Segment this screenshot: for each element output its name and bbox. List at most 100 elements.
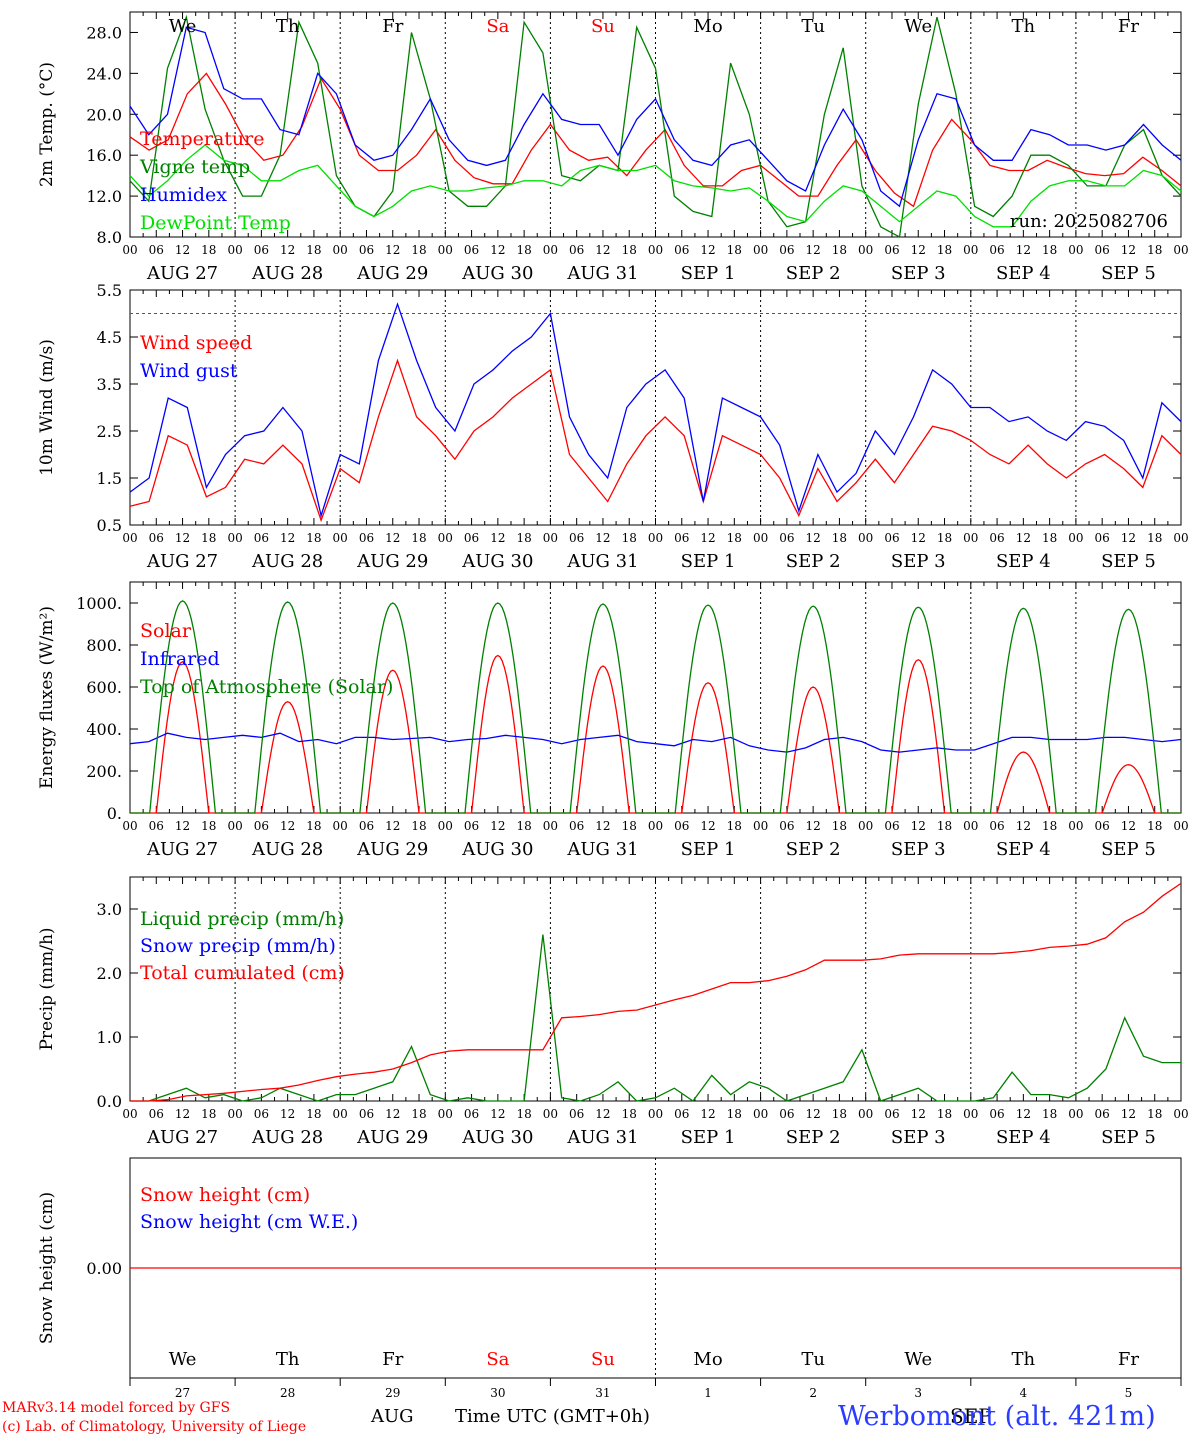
time-axis-title: Time UTC (GMT+0h) xyxy=(455,1406,650,1427)
hour-label: 00 xyxy=(858,531,873,545)
weekday-label: We xyxy=(169,16,197,37)
legend-entry: Snow height (cm) xyxy=(140,1184,310,1206)
hour-label: 12 xyxy=(280,243,295,257)
hour-label: 12 xyxy=(1016,531,1031,545)
date-label: SEP 5 xyxy=(1101,263,1156,284)
hour-label: 06 xyxy=(989,531,1004,545)
hour-label: 18 xyxy=(832,243,847,257)
hour-label: 06 xyxy=(884,1107,899,1121)
date-label: AUG 30 xyxy=(461,263,533,284)
hour-label: 12 xyxy=(175,531,190,545)
y-tick-label: 400. xyxy=(86,720,122,739)
weekday-label: Mo xyxy=(693,1349,722,1370)
hour-label: 06 xyxy=(149,531,164,545)
date-label: SEP 5 xyxy=(1101,839,1156,860)
day-number: 1 xyxy=(704,1386,712,1400)
y-axis-title: 10m Wind (m/s) xyxy=(37,339,57,476)
hour-label: 06 xyxy=(989,1107,1004,1121)
run-label: run: 2025082706 xyxy=(1010,211,1168,232)
hour-label: 18 xyxy=(832,1107,847,1121)
hour-label: 06 xyxy=(1095,243,1110,257)
hour-label: 00 xyxy=(438,819,453,833)
hour-label: 00 xyxy=(438,243,453,257)
date-label: SEP 1 xyxy=(681,1127,736,1148)
date-label: SEP 3 xyxy=(891,551,946,572)
hour-label: 18 xyxy=(727,243,742,257)
station-name: Werbomont (alt. 421m) xyxy=(838,1401,1156,1432)
hour-label: 06 xyxy=(779,531,794,545)
hour-label: 18 xyxy=(622,531,637,545)
hour-label: 00 xyxy=(753,1107,768,1121)
weekday-label: Fr xyxy=(1118,16,1139,37)
hour-label: 18 xyxy=(1042,531,1057,545)
hour-label: 06 xyxy=(254,531,269,545)
hour-label: 12 xyxy=(595,531,610,545)
hour-label: 12 xyxy=(385,531,400,545)
y-tick-label: 16.0 xyxy=(86,146,122,165)
date-label: SEP 4 xyxy=(996,839,1051,860)
hour-label: 18 xyxy=(201,819,216,833)
weekday-label: Fr xyxy=(382,16,403,37)
y-tick-label: 20.0 xyxy=(86,105,122,124)
hour-label: 06 xyxy=(779,819,794,833)
hour-label: 06 xyxy=(569,819,584,833)
hour-label: 12 xyxy=(700,1107,715,1121)
date-label: AUG 27 xyxy=(146,839,218,860)
hour-label: 00 xyxy=(1068,531,1083,545)
day-number: 3 xyxy=(914,1386,922,1400)
legend-entry: Wind speed xyxy=(140,332,252,354)
date-label: SEP 3 xyxy=(891,839,946,860)
date-label: SEP 4 xyxy=(996,1127,1051,1148)
hour-label: 00 xyxy=(333,1107,348,1121)
y-tick-label: 3.5 xyxy=(97,375,122,394)
day-number: 2 xyxy=(809,1386,817,1400)
hour-label: 06 xyxy=(674,243,689,257)
hour-label: 18 xyxy=(727,1107,742,1121)
hour-label: 00 xyxy=(963,1107,978,1121)
y-tick-label: 8.0 xyxy=(97,228,122,247)
date-label: SEP 2 xyxy=(786,263,841,284)
hour-label: 00 xyxy=(1068,1107,1083,1121)
hour-label: 18 xyxy=(832,531,847,545)
hour-label: 00 xyxy=(858,243,873,257)
hour-label: 06 xyxy=(989,243,1004,257)
hour-label: 18 xyxy=(727,819,742,833)
hour-label: 18 xyxy=(937,531,952,545)
hour-label: 00 xyxy=(122,1107,137,1121)
hour-label: 00 xyxy=(543,243,558,257)
date-label: AUG 30 xyxy=(461,839,533,860)
hour-label: 18 xyxy=(201,531,216,545)
hour-label: 12 xyxy=(595,243,610,257)
series-line xyxy=(129,732,1182,753)
legend-entry: Temperature xyxy=(140,128,264,150)
weekday-label: Mo xyxy=(693,16,722,37)
day-number: 31 xyxy=(595,1386,610,1400)
hour-label: 12 xyxy=(911,819,926,833)
y-tick-label: 1.5 xyxy=(97,469,122,488)
hour-label: 06 xyxy=(884,243,899,257)
y-tick-label: 24.0 xyxy=(86,64,122,83)
legend-entry: Solar xyxy=(140,620,192,642)
hour-label: 18 xyxy=(1042,1107,1057,1121)
weekday-label: Sa xyxy=(486,16,509,37)
hour-label: 18 xyxy=(411,819,426,833)
hour-label: 18 xyxy=(201,1107,216,1121)
weekday-label: We xyxy=(169,1349,197,1370)
date-label: SEP 2 xyxy=(786,839,841,860)
hour-label: 06 xyxy=(464,531,479,545)
hour-label: 18 xyxy=(1147,819,1162,833)
date-label: AUG 30 xyxy=(461,1127,533,1148)
y-axis-title: Snow height (cm) xyxy=(37,1192,57,1344)
series-line xyxy=(129,144,1182,228)
legend-entry: Top of Atmosphere (Solar) xyxy=(140,676,393,698)
series-line xyxy=(129,72,1182,208)
hour-label: 06 xyxy=(674,819,689,833)
hour-label: 06 xyxy=(779,243,794,257)
hour-label: 12 xyxy=(595,819,610,833)
hour-label: 00 xyxy=(648,1107,663,1121)
date-label: SEP 3 xyxy=(891,263,946,284)
hour-label: 12 xyxy=(490,243,505,257)
date-label: SEP 5 xyxy=(1101,551,1156,572)
hour-label: 00 xyxy=(122,243,137,257)
